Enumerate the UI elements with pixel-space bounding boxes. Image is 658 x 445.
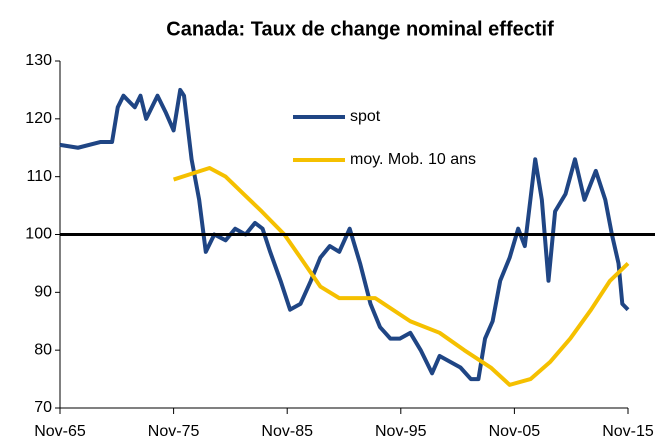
y-tick-label: 130 bbox=[25, 52, 52, 69]
x-tick-label: Nov-95 bbox=[375, 423, 427, 440]
series-line bbox=[59, 87, 630, 382]
y-tick-label: 110 bbox=[26, 168, 52, 185]
y-tick-label: 100 bbox=[25, 226, 52, 243]
x-tick-label: Nov-05 bbox=[489, 423, 541, 440]
y-tick-label: 120 bbox=[25, 110, 52, 127]
x-tick-label: Nov-15 bbox=[602, 423, 654, 440]
chart-title: Canada: Taux de change nominal effectif bbox=[166, 18, 554, 40]
legend-label: spot bbox=[350, 108, 381, 125]
x-tick-label: Nov-85 bbox=[261, 423, 313, 440]
legend-label: moy. Mob. 10 ans bbox=[350, 151, 476, 168]
y-tick-label: 70 bbox=[34, 399, 52, 416]
x-tick-label: Nov-65 bbox=[34, 423, 86, 440]
y-tick-label: 90 bbox=[34, 284, 52, 301]
x-tick-label: Nov-75 bbox=[148, 423, 200, 440]
y-tick-label: 80 bbox=[34, 341, 52, 358]
series-line bbox=[172, 165, 630, 387]
